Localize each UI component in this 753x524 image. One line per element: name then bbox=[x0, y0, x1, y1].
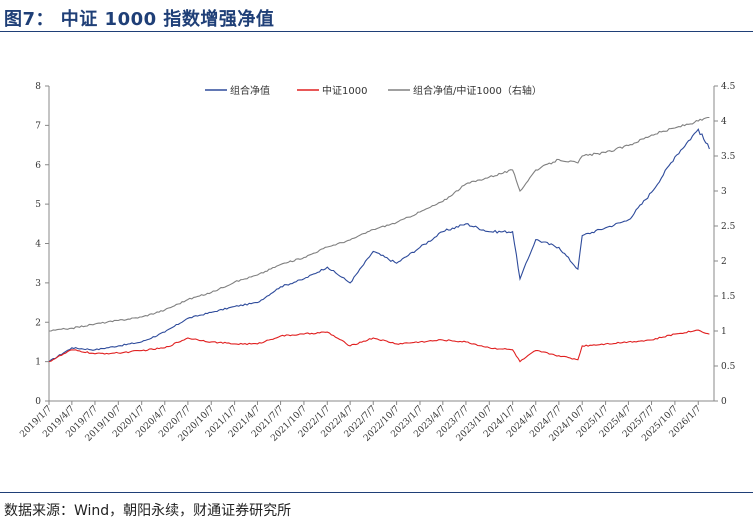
left-tick-label: 8 bbox=[35, 82, 41, 92]
right-tick-label: 1.5 bbox=[721, 292, 736, 302]
right-tick-label: 1 bbox=[721, 327, 727, 337]
right-tick-label: 4.5 bbox=[721, 82, 736, 92]
right-tick-label: 0.5 bbox=[721, 362, 736, 372]
left-tick-label: 6 bbox=[35, 161, 41, 171]
left-tick-label: 3 bbox=[35, 279, 41, 289]
chart: 01234567800.511.522.533.544.52019/1/7201… bbox=[18, 82, 736, 444]
legend-label-0: 组合净值 bbox=[230, 84, 270, 97]
source-rule bbox=[0, 492, 753, 493]
right-tick-label: 2 bbox=[721, 257, 727, 267]
right-tick-label: 4 bbox=[721, 117, 727, 127]
right-tick-label: 2.5 bbox=[721, 222, 736, 232]
legend-label-1: 中证1000 bbox=[322, 84, 367, 97]
left-tick-label: 0 bbox=[35, 397, 41, 407]
source-note: 数据来源：Wind，朝阳永续，财通证券研究所 bbox=[4, 503, 292, 519]
right-tick-label: 3 bbox=[721, 187, 727, 197]
title-rule bbox=[0, 31, 753, 32]
figure-title: 图7： 中证 1000 指数增强净值 bbox=[4, 9, 275, 30]
right-tick-label: 3.5 bbox=[721, 152, 736, 162]
right-tick-label: 0 bbox=[721, 397, 727, 407]
left-tick-label: 1 bbox=[35, 358, 41, 368]
left-tick-label: 5 bbox=[35, 200, 41, 210]
left-tick-label: 2 bbox=[35, 318, 41, 328]
series-line-0 bbox=[48, 128, 710, 363]
series-line-2 bbox=[49, 116, 710, 332]
legend-label-2: 组合净值/中证1000（右轴） bbox=[413, 84, 542, 97]
left-tick-label: 7 bbox=[35, 121, 41, 131]
left-tick-label: 4 bbox=[35, 240, 41, 250]
series-line-1 bbox=[48, 329, 710, 363]
